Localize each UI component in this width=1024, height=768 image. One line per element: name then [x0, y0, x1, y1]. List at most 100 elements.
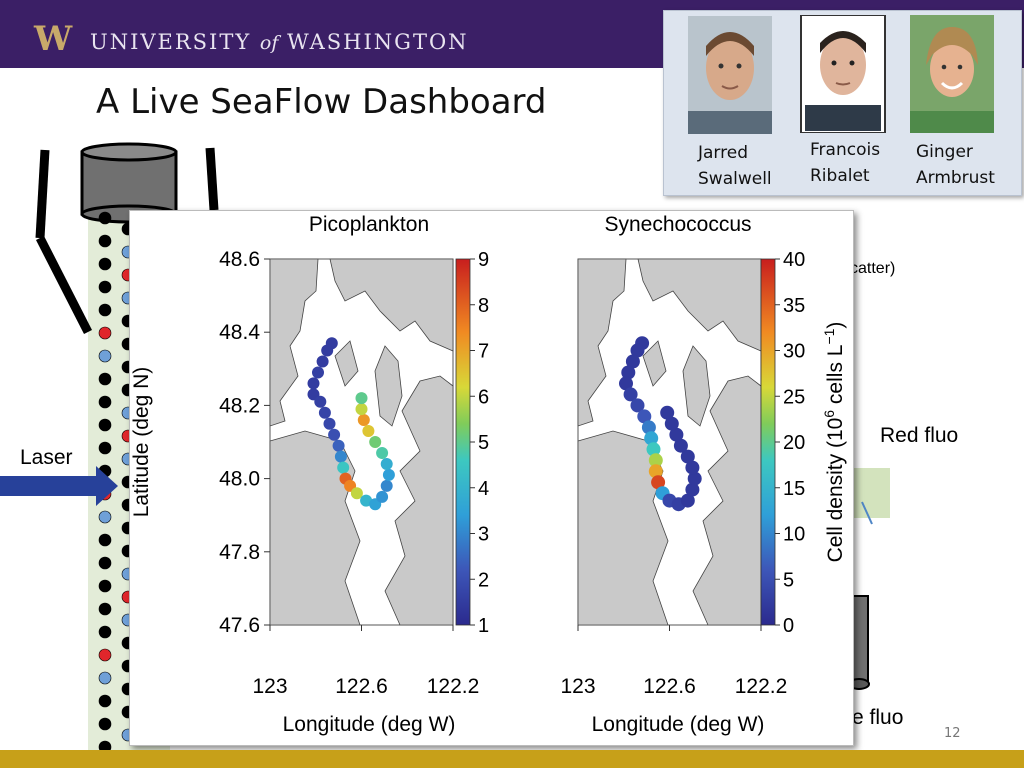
footer-bar: [0, 750, 1024, 768]
data-point: [680, 449, 695, 464]
particle: [98, 326, 112, 340]
y-tick-label: 48.0: [219, 468, 260, 491]
data-point: [337, 461, 350, 474]
colorbar-tick-label: 35: [783, 295, 805, 317]
particle: [98, 418, 112, 432]
data-point: [623, 387, 638, 402]
red-fluo-filter: [848, 468, 890, 518]
particle: [98, 441, 112, 455]
data-point: [637, 409, 652, 424]
particle: [98, 257, 112, 271]
colorbar-tick-label: 8: [478, 295, 489, 317]
slide-title: A Live SeaFlow Dashboard: [96, 82, 547, 122]
data-point: [328, 428, 341, 441]
data-point: [660, 405, 675, 420]
light-source-cylinder: [80, 142, 178, 224]
particle: [98, 395, 112, 409]
data-point: [350, 487, 363, 500]
data-point: [669, 427, 684, 442]
data-point: [685, 482, 700, 497]
team-panel: Jarred Swalwell Francois Ribalet Ginger …: [663, 10, 1022, 196]
orange-fluo-label: e fluo: [852, 706, 904, 729]
colorbar-tick-label: 0: [783, 615, 794, 637]
data-point: [362, 425, 375, 437]
colorbar-tick-label: 5: [783, 569, 794, 591]
y-axis-ticks: 48.6 48.4 48.2 48.0 47.8 47.6: [219, 248, 270, 637]
particle: [98, 349, 112, 363]
portrait-photo: [800, 15, 886, 133]
team-member-2: Francois Ribalet: [797, 15, 889, 186]
particle: [98, 671, 112, 685]
colorbar-tick-label: 1: [478, 615, 489, 637]
particle: [98, 717, 112, 731]
colorbar-tick-label: 7: [478, 341, 489, 363]
x-axis-ticks: 123 122.6 122.2: [560, 625, 787, 698]
data-point: [619, 376, 633, 391]
colorbar-ticks: 0 5 10 15 20 25 30 35 40: [775, 249, 805, 637]
team-member-3: Ginger Armbrust: [910, 15, 995, 188]
data-point: [630, 398, 645, 413]
data-point: [318, 406, 331, 419]
team-member-name: Ginger Armbrust: [916, 142, 995, 188]
data-point: [314, 395, 327, 408]
data-point: [323, 417, 336, 430]
colorbar-tick-label: 5: [478, 432, 489, 454]
particle: [98, 602, 112, 616]
data-point: [307, 377, 320, 390]
colorbar-tick-label: 2: [478, 569, 489, 591]
university-of: of: [259, 32, 279, 54]
particle: [98, 280, 112, 294]
laser-label: Laser: [20, 446, 73, 469]
y-tick-label: 48.2: [219, 394, 260, 417]
map-land: [269, 258, 454, 626]
data-point: [646, 442, 661, 457]
y-tick-label: 48.4: [219, 321, 260, 344]
scatter-label: catter): [850, 260, 896, 277]
x-axis-label: Longitude (deg W): [592, 713, 765, 736]
colorbar-tick-label: 25: [783, 386, 805, 408]
colorbar-tick-label: 15: [783, 478, 805, 500]
colorbar-tick-label: 4: [478, 478, 489, 500]
laser-arrow: [0, 466, 118, 506]
data-point: [630, 343, 645, 358]
y-tick-label: 47.8: [219, 541, 260, 564]
team-member-1: Jarred Swalwell: [688, 16, 772, 189]
data-point: [625, 354, 640, 369]
picoplankton-points: [307, 337, 395, 511]
data-point: [360, 494, 373, 507]
uw-logo: W: [34, 19, 73, 59]
particle: [98, 625, 112, 639]
x-tick-label: 123: [252, 675, 287, 698]
data-point: [334, 450, 347, 463]
data-point: [687, 471, 702, 486]
data-point: [621, 365, 636, 380]
y-axis-label: Latitude (deg N): [130, 367, 153, 518]
particle: [98, 648, 112, 662]
team-member-name: Francois Ribalet: [810, 140, 881, 186]
x-tick-label: 122.2: [735, 675, 788, 698]
chart-title-synechococcus: Synechococcus: [604, 213, 751, 236]
data-point: [380, 458, 393, 470]
particle: [98, 694, 112, 708]
particle: [98, 234, 112, 248]
red-fluo-label: Red fluo: [880, 424, 959, 447]
flow-diagram: [0, 142, 219, 760]
data-point: [355, 403, 368, 416]
x-tick-label: 122.6: [335, 675, 388, 698]
university-suffix: WASHINGTON: [287, 30, 469, 54]
data-point: [680, 493, 695, 508]
colorbar-tick-label: 20: [783, 432, 805, 454]
colorbar-ticks: 1 2 3 4 5 6 7 8 9: [470, 249, 489, 637]
colorbar-tick-label: 9: [478, 249, 489, 271]
data-point: [369, 436, 382, 448]
x-tick-label: 123: [560, 675, 595, 698]
portrait-photo: [910, 15, 994, 133]
data-point: [644, 431, 659, 446]
colorbar-synechococcus: [760, 258, 776, 626]
data-point: [332, 439, 345, 452]
particle: [98, 556, 112, 570]
particle: [98, 533, 112, 547]
data-point: [673, 438, 688, 453]
